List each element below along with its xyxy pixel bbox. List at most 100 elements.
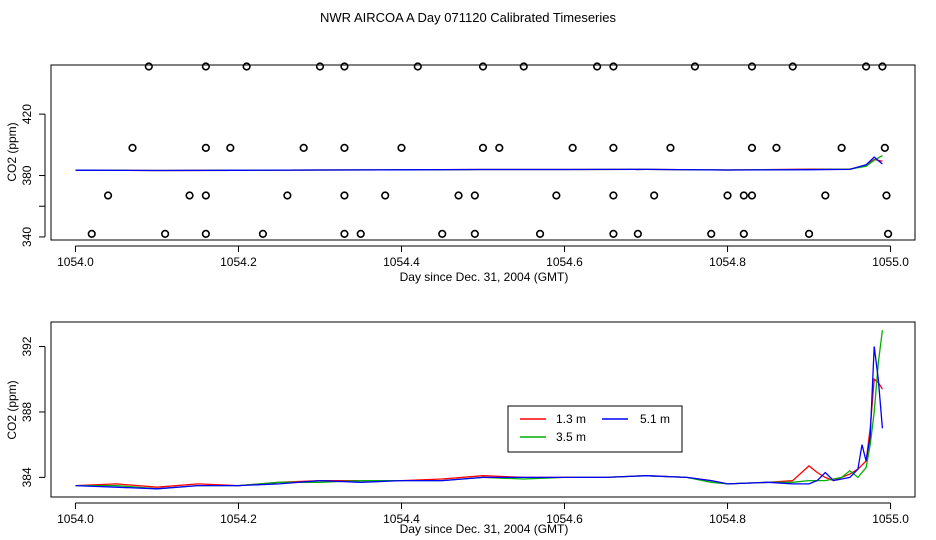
calibration-point xyxy=(568,143,577,152)
bottom-series-3-5-m xyxy=(75,330,884,490)
calibration-point xyxy=(413,62,422,71)
legend: 1.3 m 3.5 m 5.1 m xyxy=(507,405,683,453)
calibration-point xyxy=(478,143,488,152)
bottom-plot-frame xyxy=(50,321,916,498)
calibration-point xyxy=(470,229,479,238)
bottom-x-tick-label: 1055.0 xyxy=(872,512,909,526)
top-y-tick-label: 420 xyxy=(20,104,34,124)
legend-label-5-1m: 5.1 m xyxy=(640,412,670,426)
legend-box xyxy=(507,405,683,453)
top-x-tick-label: 1054.8 xyxy=(709,255,746,269)
calibration-point xyxy=(519,62,528,71)
calibration-point xyxy=(128,143,137,152)
calibration-point xyxy=(144,62,153,71)
bottom-y-tick-label: 384 xyxy=(20,467,34,487)
figure-title: NWR AIRCOA A Day 071120 Calibrated Times… xyxy=(320,10,616,25)
calibration-point xyxy=(201,143,210,152)
calibration-point xyxy=(882,191,891,200)
calibration-point xyxy=(470,191,479,200)
calibration-point xyxy=(535,229,545,238)
calibration-point xyxy=(804,229,814,238)
top-x-tick-label: 1054.4 xyxy=(383,255,420,269)
calibration-point xyxy=(633,229,642,238)
calibration-point xyxy=(226,143,235,152)
top-y-tick-label: 380 xyxy=(20,165,34,185)
calibration-point xyxy=(201,191,210,200)
calibration-point xyxy=(103,191,113,200)
top-x-tick-label: 1054.2 xyxy=(220,255,257,269)
calibration-point xyxy=(837,143,846,152)
calibration-point xyxy=(340,143,349,152)
calibration-point xyxy=(258,229,268,238)
calibration-point xyxy=(609,62,618,71)
bottom-x-tick-label: 1054.6 xyxy=(546,512,583,526)
bottom-x-tick-label: 1054.8 xyxy=(709,512,746,526)
calibration-point xyxy=(747,143,757,152)
calibration-point xyxy=(438,229,447,238)
bottom-x-tick-label: 1054.4 xyxy=(383,512,420,526)
top-series-3-5-m xyxy=(75,155,883,172)
calibration-point xyxy=(772,143,781,152)
bottom-series-1-3-m xyxy=(75,377,883,488)
calibration-point xyxy=(609,143,618,152)
top-plot-frame xyxy=(50,64,916,241)
top-x-tick-label: 1054.6 xyxy=(546,255,583,269)
top-y-axis-label: CO2 (ppm) xyxy=(5,122,19,181)
calibration-point xyxy=(478,62,488,71)
calibration-point xyxy=(340,62,349,71)
calibration-point xyxy=(690,62,700,71)
top-x-tick-label: 1054.0 xyxy=(57,255,94,269)
top-x-tick-label: 1055.0 xyxy=(872,255,909,269)
bottom-panel: Day since Dec. 31, 2004 (GMT) CO2 (ppm) … xyxy=(5,321,916,536)
calibration-point xyxy=(381,191,390,200)
calibration-point xyxy=(397,143,406,152)
calibration-point xyxy=(201,62,210,71)
calibration-point xyxy=(609,191,618,200)
calibration-point xyxy=(299,143,308,152)
top-series-1-3-m xyxy=(75,158,883,172)
calibration-point xyxy=(340,229,349,238)
calibration-point xyxy=(609,229,618,238)
calibration-point xyxy=(185,191,194,200)
calibration-point xyxy=(861,62,871,71)
calibration-point xyxy=(878,62,887,71)
calibration-point xyxy=(739,191,748,200)
calibration-point xyxy=(340,191,349,200)
legend-label-1-3m: 1.3 m xyxy=(556,412,586,426)
calibration-point xyxy=(87,229,96,238)
calibration-point xyxy=(283,191,292,200)
calibration-point xyxy=(739,229,748,238)
calibration-point xyxy=(552,191,561,200)
top-y-tick-label: 340 xyxy=(20,227,34,247)
calibration-point xyxy=(315,62,325,71)
calibration-point xyxy=(356,229,365,238)
bottom-x-tick-label: 1054.0 xyxy=(57,512,94,526)
calibration-point xyxy=(747,191,757,200)
calibration-point xyxy=(723,191,732,200)
top-x-axis-label: Day since Dec. 31, 2004 (GMT) xyxy=(400,270,569,284)
legend-label-3-5m: 3.5 m xyxy=(556,430,586,444)
bottom-x-axis-label: Day since Dec. 31, 2004 (GMT) xyxy=(400,522,569,536)
bottom-y-tick-label: 388 xyxy=(20,402,34,422)
calibration-point xyxy=(454,191,463,200)
calibration-point xyxy=(666,143,675,152)
calibration-point xyxy=(707,229,716,238)
bottom-x-tick-label: 1054.2 xyxy=(220,512,257,526)
calibration-point xyxy=(650,191,659,200)
top-series-5-1-m xyxy=(75,156,883,172)
bottom-series-5-1-m xyxy=(75,346,884,490)
calibration-point xyxy=(161,229,170,238)
bottom-y-axis-label: CO2 (ppm) xyxy=(5,380,19,439)
calibration-point xyxy=(242,62,251,71)
bottom-y-tick-label: 392 xyxy=(20,336,34,356)
calibration-point xyxy=(880,143,889,152)
calibration-point xyxy=(201,229,210,238)
calibration-point xyxy=(593,62,602,71)
calibration-point xyxy=(495,143,504,152)
top-panel: Day since Dec. 31, 2004 (GMT) CO2 (ppm) … xyxy=(5,62,916,284)
calibration-point xyxy=(884,229,893,238)
calibration-point xyxy=(788,62,797,71)
calibration-point xyxy=(821,191,830,200)
